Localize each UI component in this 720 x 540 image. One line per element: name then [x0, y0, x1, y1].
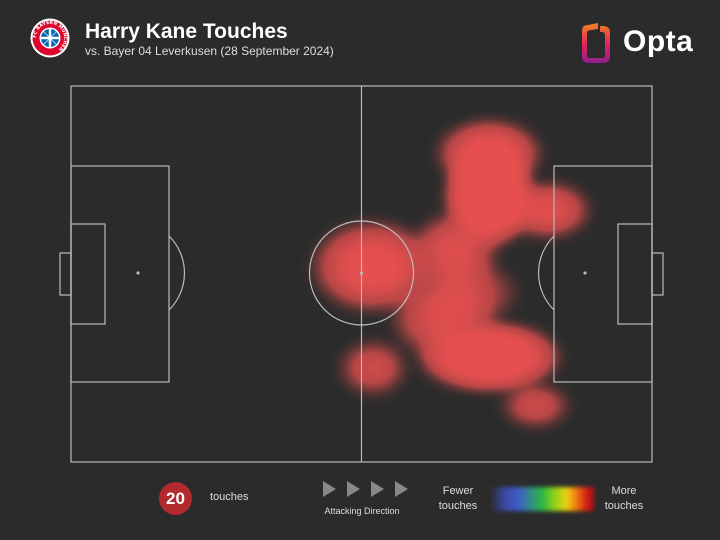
legend-low-line2: touches — [438, 500, 478, 512]
right-goal — [651, 252, 664, 296]
center-spot — [359, 271, 364, 275]
heatmap-layer — [308, 117, 594, 430]
opta-logo-icon — [582, 23, 610, 63]
pitch-spots — [136, 271, 587, 275]
heatmap-hotspot-9 — [410, 256, 522, 329]
touch-count-label: touches — [210, 491, 249, 503]
right-penalty-spot — [583, 271, 587, 275]
left-penalty-arc — [168, 235, 186, 311]
heatmap-color-scale — [490, 487, 594, 511]
legend-low-line1: Fewer — [442, 485, 474, 497]
attacking-direction-label: Attacking Direction — [324, 506, 400, 516]
heatmap-hotspot-8 — [335, 337, 411, 399]
legend-high-line1: More — [611, 485, 637, 497]
left-penalty-spot — [136, 271, 140, 275]
left-goal — [59, 252, 72, 296]
brand-name: Opta — [623, 25, 694, 58]
touch-heatmap-pitch — [59, 85, 664, 463]
fc-bayern-munchen-crest-icon: FC BAYERN MÜNCHEN — [30, 18, 70, 58]
heatmap-hotspot-4 — [308, 218, 439, 315]
pitch-markings — [59, 85, 664, 463]
legend-high-line2: touches — [604, 500, 644, 512]
left-penalty-area — [70, 165, 170, 383]
right-penalty-arc — [537, 235, 555, 311]
page-title: Harry Kane Touches — [85, 20, 288, 43]
heatmap-hotspot-1 — [433, 117, 546, 190]
play-arrow-icon — [323, 481, 408, 497]
right-goal-area — [617, 223, 653, 325]
legend-more-touches: More touches — [598, 484, 650, 514]
match-subtitle: vs. Bayer 04 Leverkusen (28 September 20… — [85, 44, 334, 58]
opta-brand: Opta — [578, 21, 693, 67]
left-goal-area — [70, 223, 106, 325]
heatmap-hotspot-6 — [500, 180, 594, 241]
legend-fewer-touches: Fewer touches — [432, 484, 484, 514]
center-circle — [308, 220, 415, 326]
touch-count-badge: 20 — [159, 482, 192, 515]
heatmap-hotspot-7 — [498, 381, 573, 430]
